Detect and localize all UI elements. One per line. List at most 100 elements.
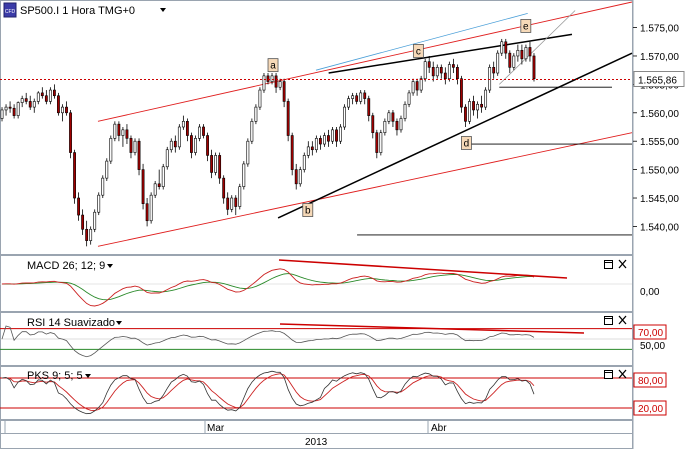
candle xyxy=(0,109,4,119)
candle xyxy=(258,89,262,108)
macd-title-group[interactable]: MACD 26; 12; 9 xyxy=(27,260,113,272)
pks-dropdown-icon[interactable] xyxy=(85,374,91,378)
candle xyxy=(302,155,306,170)
candle xyxy=(391,112,395,122)
wave-label: d xyxy=(464,138,470,149)
candle xyxy=(218,155,222,179)
rsi-dropdown-icon[interactable] xyxy=(116,321,122,325)
candle xyxy=(73,152,76,199)
candle xyxy=(318,138,322,145)
trendlines xyxy=(97,1,633,247)
pks-panel xyxy=(0,366,633,420)
candle xyxy=(290,135,294,170)
candle xyxy=(24,98,28,102)
pks-title[interactable]: PKS 9; 5; 5 xyxy=(27,370,83,382)
channel-upper-line xyxy=(97,1,633,122)
candle xyxy=(202,126,205,136)
candle xyxy=(294,169,298,185)
candle xyxy=(274,75,278,88)
rsi-plot xyxy=(0,323,632,358)
macd-panel xyxy=(0,255,633,312)
month-label-mar: Mar xyxy=(207,423,225,434)
pks-tick-20-box xyxy=(633,400,667,416)
rsi-title[interactable]: RSI 14 Suavizado xyxy=(27,317,115,329)
candle xyxy=(173,140,177,148)
candle xyxy=(129,138,133,153)
candle xyxy=(40,92,44,97)
rsi-line xyxy=(1,325,535,358)
candle xyxy=(347,98,351,108)
wave-label-box xyxy=(302,203,314,217)
chart-header[interactable]: CFD SP500.I 1 Hora TMG+0 xyxy=(3,2,166,18)
candle xyxy=(125,129,129,139)
rsi-tick-70: 70,00 xyxy=(638,328,663,339)
current-price-label: 1.565,86 xyxy=(638,76,677,87)
candle xyxy=(185,121,189,136)
wave-label-box xyxy=(412,44,424,58)
triangle-down-icon[interactable] xyxy=(160,8,166,12)
candle xyxy=(85,228,89,241)
candle xyxy=(516,49,520,57)
price-tick-label: 1.540,00 xyxy=(640,222,679,233)
maximize-icon[interactable] xyxy=(604,260,613,269)
candle xyxy=(16,102,20,116)
candle xyxy=(363,92,367,99)
auxiliary-line xyxy=(315,12,528,71)
candle xyxy=(12,107,16,116)
maximize-icon[interactable] xyxy=(604,316,613,325)
candle xyxy=(286,101,290,136)
candle xyxy=(367,98,371,116)
candle xyxy=(512,55,516,68)
candle xyxy=(419,78,423,91)
candle xyxy=(165,149,169,168)
symbol-title[interactable]: SP500.I 1 Hora TMG+0 xyxy=(20,5,135,17)
candle xyxy=(278,81,282,88)
year-label: 2013 xyxy=(305,437,328,448)
candle xyxy=(194,138,197,153)
close-icon[interactable] xyxy=(618,369,627,379)
candle xyxy=(375,132,379,153)
rsi-window-buttons[interactable] xyxy=(604,315,627,325)
candle xyxy=(532,55,536,80)
pks-window-buttons[interactable] xyxy=(604,369,627,379)
candle xyxy=(57,95,60,114)
candle xyxy=(254,106,258,122)
candle xyxy=(93,211,97,230)
candle xyxy=(8,106,12,109)
candle xyxy=(36,92,40,102)
candle xyxy=(266,75,270,82)
wave-label-box xyxy=(520,19,532,33)
wave-labels: a b c d e xyxy=(267,19,532,217)
candle xyxy=(355,95,359,102)
rsi-title-group[interactable]: RSI 14 Suavizado xyxy=(27,317,122,329)
candle xyxy=(492,67,496,74)
wave-label: a xyxy=(270,61,276,72)
candle xyxy=(177,126,181,148)
candle xyxy=(407,92,411,105)
candle xyxy=(28,101,32,108)
pks-tick-80-box xyxy=(633,372,667,388)
candle xyxy=(411,81,415,94)
candle xyxy=(198,126,201,139)
price-tick-label: 1.570,00 xyxy=(640,52,679,63)
pks-plot xyxy=(0,370,632,415)
candle xyxy=(77,197,80,216)
macd-dropdown-icon[interactable] xyxy=(107,264,113,268)
close-icon[interactable] xyxy=(618,315,627,325)
close-icon[interactable] xyxy=(618,259,627,269)
pks-title-group[interactable]: PKS 9; 5; 5 xyxy=(27,370,91,382)
candle xyxy=(48,89,52,102)
rsi-divergence-line xyxy=(279,323,585,334)
macd-window-buttons[interactable] xyxy=(604,259,627,269)
macd-title[interactable]: MACD 26; 12; 9 xyxy=(27,260,105,272)
candle xyxy=(282,81,286,102)
candle xyxy=(524,47,528,60)
candle xyxy=(145,203,149,222)
wave-label-box xyxy=(461,136,472,150)
candle xyxy=(460,78,463,108)
candle xyxy=(520,49,524,60)
candle xyxy=(327,135,330,142)
wave-label: c xyxy=(416,46,421,57)
maximize-icon[interactable] xyxy=(604,370,613,379)
